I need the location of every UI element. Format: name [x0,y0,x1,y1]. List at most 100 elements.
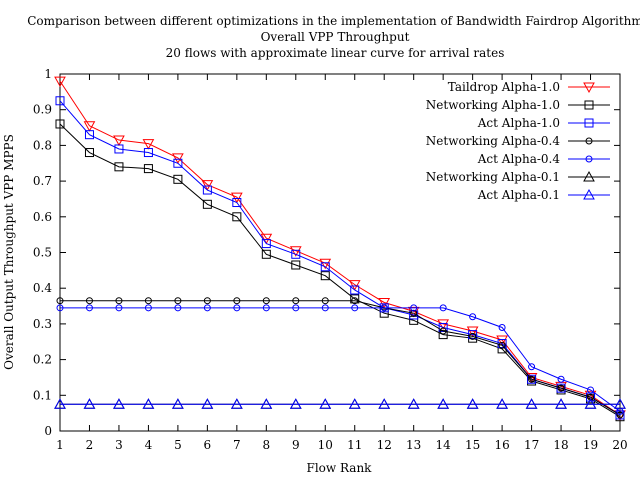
series-5-point [380,304,388,312]
series-2-point [261,249,271,259]
x-tick-label: 14 [436,438,452,452]
series-7-point [466,398,479,409]
series-7-point [113,398,125,409]
series-4-point [262,297,270,305]
series-5-point [203,304,211,312]
series-4-point [115,297,123,305]
series-4-line [60,300,621,416]
series-2-point [291,260,301,270]
legend-marker [583,82,595,94]
plot-area: 00.10.20.30.40.50.60.70.80.911 2 3 4 5 6 7 8 9 10… [33,67,628,452]
legend-label: Networking Alpha-1.0 [426,98,560,112]
series-7-point [496,398,508,409]
series-1-line [59,80,621,416]
series-3-point [261,239,271,249]
x-tick-label: 4 [145,438,153,452]
series-4-point [439,327,447,335]
series-4-point [351,297,359,305]
series-2-point [84,148,94,158]
series-7-point [555,398,567,409]
series-5-line [60,307,621,412]
x-tick-label: 6 [204,438,212,452]
series-3-point [114,144,124,154]
series-2-point [379,308,389,318]
legend-label: Taildrop Alpha-1.0 [448,80,560,94]
legend-label: Act Alpha-0.4 [477,152,561,166]
series-5-point [85,304,93,312]
series-2-point [114,162,124,172]
series-1-point [319,258,332,270]
series-1-point [378,297,391,309]
series-2-point [143,164,153,174]
x-tick-label: 11 [347,438,362,452]
series-1-point [201,180,214,191]
series-7-point [260,398,273,409]
series-7-point [142,398,155,409]
series-7-point [319,398,332,409]
series-7-point [348,398,361,409]
series-4-point [233,297,241,305]
x-tick-label: 20 [612,438,627,452]
legend-label: Networking Alpha-0.4 [426,134,561,148]
legend-marker [583,170,595,182]
series-3-point [527,374,537,384]
chart-title-line-1: Comparison between different optimizatio… [27,14,640,28]
series-4-point [292,297,300,305]
series-1-point [172,153,184,164]
series-3-point [556,383,566,393]
series-4-point [469,332,477,340]
series-2-point [173,174,183,184]
series-7-point [54,398,66,409]
series-4-point [56,297,64,305]
y-tick-label: 0.2 [33,353,52,367]
series-5-point [321,304,329,312]
series-4-point [410,309,418,317]
x-tick-label: 18 [553,438,568,452]
x-tick-label: 8 [262,438,270,452]
series-5-point [262,304,270,312]
x-tick-label: 5 [174,438,182,452]
series-5-point [56,304,64,312]
series-3-point [143,148,153,158]
series-3-point [291,249,301,259]
series-5-point [115,304,123,312]
series-5-point [410,304,418,312]
x-tick-label: 12 [377,438,392,452]
x-tick-label: 7 [233,438,241,452]
series-7-point [437,398,450,409]
series-7-point [378,398,391,409]
series-2-line [59,123,621,418]
x-axis-label: Flow Rank [307,461,373,475]
series-5-point [469,313,477,321]
series-5-point [587,386,595,394]
series-4-point [528,375,536,383]
series-1-point [348,280,361,291]
series-1-point [437,319,450,330]
legend-marker [585,137,593,145]
y-tick-label: 0.6 [33,210,52,224]
series-3-point [202,185,212,195]
y-axis-label: Overall Output Throughput VPP MPPS [2,134,16,370]
series-5-point [557,375,565,383]
y-tick-label: 0.5 [33,246,52,260]
y-tick-label: 0.3 [33,317,52,331]
legend-label: Networking Alpha-0.1 [426,170,560,184]
series-7-point [584,398,597,409]
series-5-point [174,304,182,312]
y-tick-label: 0.1 [33,388,52,402]
series-2-point [55,119,65,129]
series-3-point [84,130,94,140]
y-tick-label: 0.9 [33,103,52,117]
chart-title-line-2: Overall VPP Throughput [261,30,410,44]
series-3-point [468,330,478,340]
legend-marker [583,188,595,200]
series-1-point [496,335,508,346]
x-tick-label: 9 [292,438,300,452]
series-5-point [233,304,241,312]
x-tick-label: 2 [86,438,94,452]
series-7-point [83,398,96,409]
series-4-point [321,297,329,305]
y-tick-label: 0 [44,424,52,438]
x-tick-label: 3 [115,438,123,452]
